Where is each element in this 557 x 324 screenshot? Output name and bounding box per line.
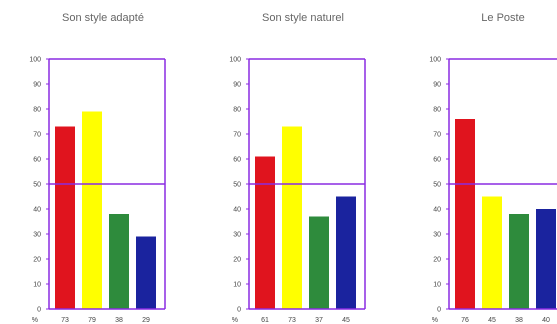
y-tick-label: 20 bbox=[433, 257, 441, 264]
bar-value-label: 79 bbox=[88, 317, 96, 324]
y-tick-label: 30 bbox=[33, 232, 41, 239]
bar bbox=[309, 216, 329, 309]
bar-value-label: 76 bbox=[461, 317, 469, 324]
y-tick-label: 0 bbox=[237, 307, 241, 314]
y-tick-label: 60 bbox=[233, 157, 241, 164]
y-tick-label: 90 bbox=[433, 82, 441, 89]
bar bbox=[109, 214, 129, 309]
unit-label: % bbox=[232, 317, 238, 324]
y-tick-label: 0 bbox=[37, 307, 41, 314]
bar-chart: 0 10 20 30 40 50 60 70 80 90 100 73 79 38 29% bbox=[29, 57, 166, 324]
y-tick-label: 80 bbox=[433, 107, 441, 114]
y-tick-label: 40 bbox=[233, 207, 241, 214]
bar-value-label: 38 bbox=[515, 317, 523, 324]
y-tick-label: 60 bbox=[33, 157, 41, 164]
y-tick-label: 100 bbox=[429, 57, 441, 64]
bar bbox=[136, 236, 156, 309]
bar bbox=[536, 209, 556, 309]
bar bbox=[336, 196, 356, 309]
y-tick-label: 70 bbox=[433, 132, 441, 139]
y-tick-label: 100 bbox=[29, 57, 41, 64]
bar-value-label: 29 bbox=[142, 317, 150, 324]
chart-title: Le Poste bbox=[481, 12, 525, 24]
bar-value-label: 40 bbox=[542, 317, 550, 324]
y-tick-label: 70 bbox=[33, 132, 41, 139]
y-tick-label: 20 bbox=[233, 257, 241, 264]
y-tick-label: 40 bbox=[33, 207, 41, 214]
bar bbox=[82, 111, 102, 309]
chart-panel-style-naturel: Son style naturel 0 10 20 30 40 50 60 70 80 90 100… bbox=[208, 0, 398, 324]
bar-value-label: 38 bbox=[115, 317, 123, 324]
y-tick-label: 20 bbox=[33, 257, 41, 264]
y-tick-label: 30 bbox=[433, 232, 441, 239]
y-tick-label: 70 bbox=[233, 132, 241, 139]
y-tick-label: 0 bbox=[437, 307, 441, 314]
bar bbox=[509, 214, 529, 309]
y-tick-label: 80 bbox=[233, 107, 241, 114]
unit-label: % bbox=[432, 317, 438, 324]
bar-chart: 0 10 20 30 40 50 60 70 80 90 100 61 73 37 45% bbox=[229, 57, 366, 324]
y-tick-label: 10 bbox=[233, 282, 241, 289]
bar bbox=[255, 156, 275, 309]
y-tick-label: 50 bbox=[433, 182, 441, 189]
bar-value-label: 45 bbox=[488, 317, 496, 324]
bar-chart: 0 10 20 30 40 50 60 70 80 90 100 76 45 38 40% bbox=[429, 57, 557, 324]
chart-title: Son style adapté bbox=[62, 12, 144, 24]
y-tick-label: 50 bbox=[233, 182, 241, 189]
chart-panel-style-adapte: Son style adapté 0 10 20 30 40 50 60 70 80 90 100 7… bbox=[8, 0, 198, 324]
chart-panel-le-poste: Le Poste 0 10 20 30 40 50 60 70 80 90 100 76 45 38 40% bbox=[408, 0, 557, 324]
bar-value-label: 73 bbox=[61, 317, 69, 324]
bar bbox=[55, 126, 75, 309]
y-tick-label: 50 bbox=[33, 182, 41, 189]
y-tick-label: 90 bbox=[33, 82, 41, 89]
bar bbox=[482, 196, 502, 309]
bar-value-label: 37 bbox=[315, 317, 323, 324]
y-tick-label: 90 bbox=[233, 82, 241, 89]
y-tick-label: 80 bbox=[33, 107, 41, 114]
bar-value-label: 73 bbox=[288, 317, 296, 324]
y-tick-label: 100 bbox=[229, 57, 241, 64]
y-tick-label: 40 bbox=[433, 207, 441, 214]
bar-value-label: 45 bbox=[342, 317, 350, 324]
chart-title: Son style naturel bbox=[262, 12, 344, 24]
bar-value-label: 61 bbox=[261, 317, 269, 324]
bar bbox=[455, 119, 475, 309]
y-tick-label: 10 bbox=[433, 282, 441, 289]
unit-label: % bbox=[32, 317, 38, 324]
y-tick-label: 30 bbox=[233, 232, 241, 239]
y-tick-label: 60 bbox=[433, 157, 441, 164]
bar bbox=[282, 126, 302, 309]
y-tick-label: 10 bbox=[33, 282, 41, 289]
